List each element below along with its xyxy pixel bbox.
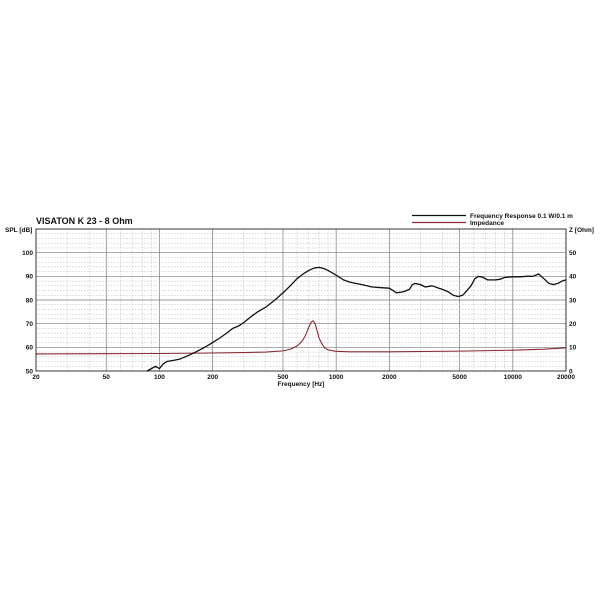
x-tick-label: 50 bbox=[103, 374, 111, 381]
y-tick-label-left: 60 bbox=[26, 345, 34, 352]
y-axis-title-right: Z [Ohm] bbox=[569, 227, 594, 234]
series-line-impedance bbox=[35, 320, 567, 355]
series-lines bbox=[35, 266, 567, 372]
y-tick-label-left: 70 bbox=[26, 321, 34, 328]
x-tick-label: 500 bbox=[278, 374, 289, 381]
x-tick-label: 100 bbox=[154, 374, 165, 381]
series-line-frequency-response bbox=[146, 266, 567, 372]
x-tick-label: 2000 bbox=[382, 374, 397, 381]
y-tick-label-right: 10 bbox=[569, 345, 577, 352]
chart-title: VISATON K 23 - 8 Ohm bbox=[36, 216, 133, 226]
y-tick-label-right: 0 bbox=[569, 368, 573, 375]
x-tick-label: 10000 bbox=[504, 374, 522, 381]
y-tick-label-right: 40 bbox=[569, 274, 577, 281]
x-tick-label: 1000 bbox=[329, 374, 344, 381]
y-tick-label-left: 90 bbox=[26, 274, 34, 281]
y-tick-label-left: 100 bbox=[22, 250, 33, 257]
y-tick-label-right: 30 bbox=[569, 297, 577, 304]
x-tick-label: 20000 bbox=[557, 374, 575, 381]
x-tick-label: 5000 bbox=[452, 374, 467, 381]
y-axis-title-left: SPL [dB] bbox=[5, 227, 32, 234]
y-tick-label-left: 80 bbox=[26, 297, 34, 304]
x-axis-title: Frequency [Hz] bbox=[278, 381, 325, 388]
legend-label-frequency-response: Frequency Response 0.1 W/0.1 m bbox=[470, 213, 573, 220]
grid bbox=[36, 229, 566, 371]
x-tick-label: 200 bbox=[207, 374, 218, 381]
y-tick-label-right: 20 bbox=[569, 321, 577, 328]
legend: Frequency Response 0.1 W/0.1 m Impedance bbox=[412, 213, 573, 227]
x-tick-label: 20 bbox=[32, 374, 40, 381]
tick-labels: 20 50 100 200 500 1000 2000 5000 10000 2000050607… bbox=[22, 250, 576, 381]
y-tick-label-right: 50 bbox=[569, 250, 577, 257]
y-tick-label-left: 50 bbox=[26, 368, 34, 375]
legend-label-impedance: Impedance bbox=[470, 220, 504, 227]
plot-frame bbox=[35, 228, 567, 372]
